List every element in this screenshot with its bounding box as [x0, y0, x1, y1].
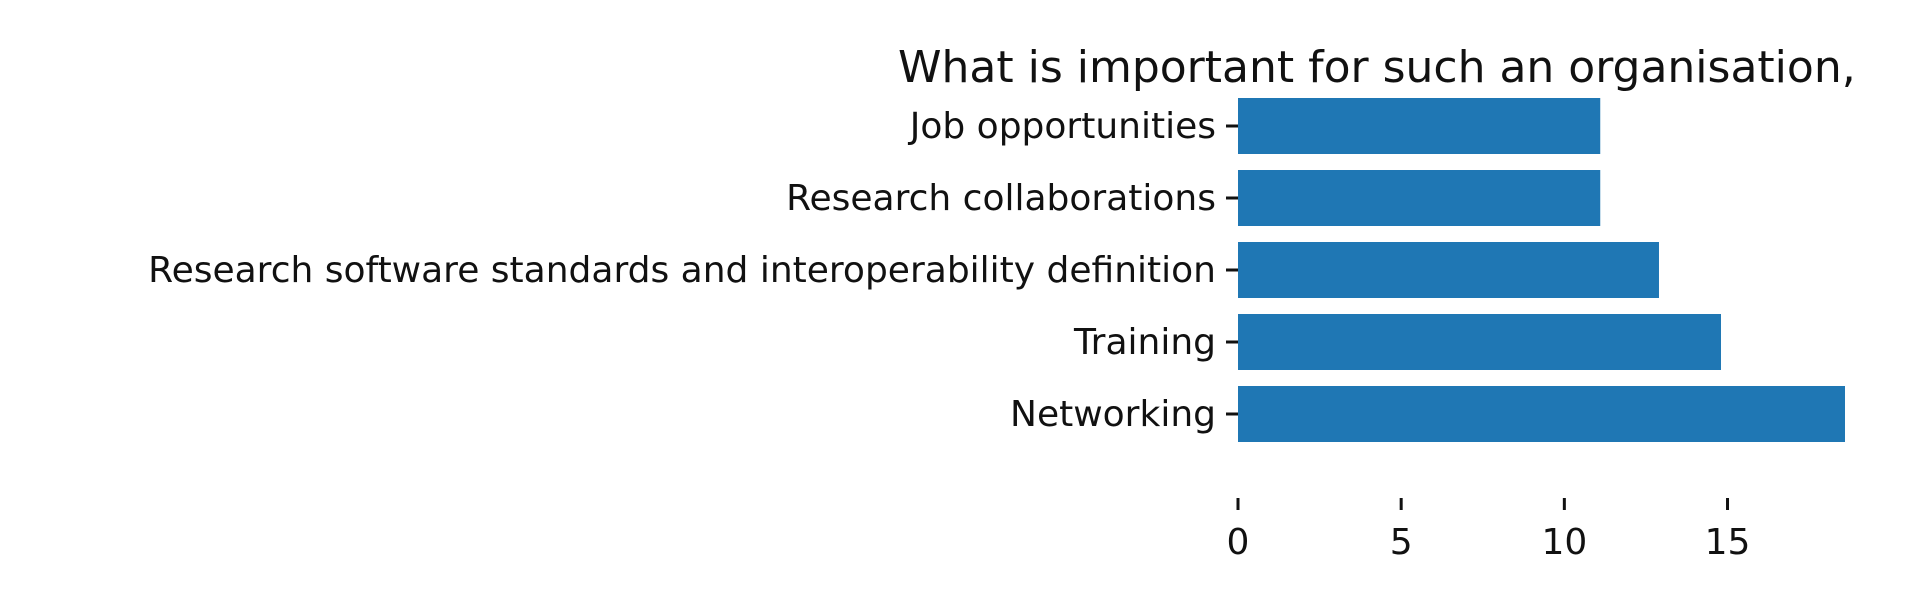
y-tick-label: Job opportunities [908, 106, 1216, 147]
y-tick-label: Research software standards and interope… [148, 250, 1216, 291]
y-tick-label: Networking [1010, 394, 1216, 435]
bar-training [1238, 314, 1721, 370]
bar-networking [1238, 386, 1845, 442]
x-axis: 0 5 10 15 [1227, 498, 1751, 563]
x-tick-label: 5 [1390, 522, 1413, 563]
bars [1238, 98, 1845, 442]
bar-job-opportunities [1238, 98, 1601, 154]
bar-research-collaborations [1238, 170, 1601, 226]
x-tick-label: 15 [1705, 522, 1751, 563]
chart-title: What is important for such an organisati… [898, 42, 1856, 93]
x-tick-label: 10 [1541, 522, 1587, 563]
x-tick-label: 0 [1227, 522, 1250, 563]
y-tick-label: Training [1073, 322, 1216, 363]
y-tick-label: Research collaborations [786, 178, 1216, 219]
bar-research-software-standards-and-interoperability-definition [1238, 242, 1659, 298]
y-axis: Networking Training Research software stan… [148, 106, 1238, 435]
